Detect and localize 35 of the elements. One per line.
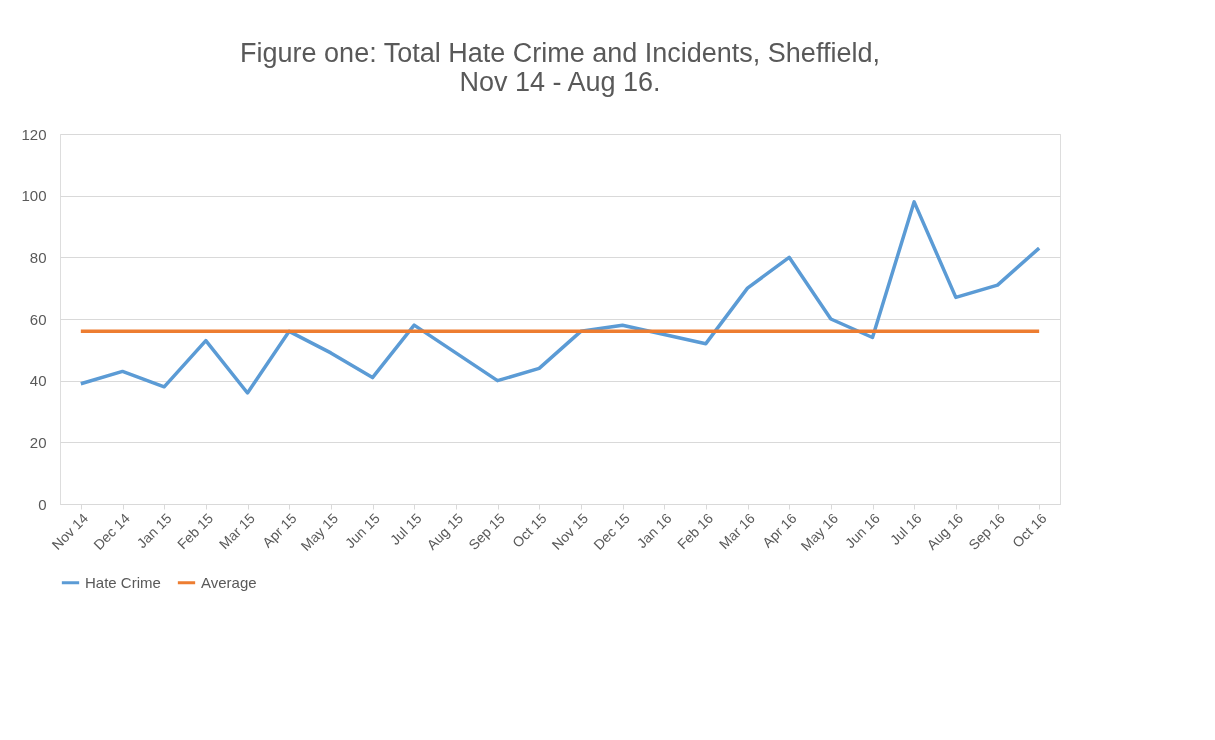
y-tick-label: 60 [29, 310, 47, 328]
x-tick-label: Aug 15 [423, 509, 467, 553]
x-tick-label: Jun 15 [341, 509, 384, 552]
x-tick-label: Feb 15 [174, 509, 217, 553]
x-tick-label: Dec 15 [590, 509, 634, 553]
line-series [79, 200, 1041, 395]
x-tick-label: Apr 15 [259, 509, 300, 551]
x-tick-label: Oct 15 [509, 509, 550, 551]
x-tick-label: Sep 16 [965, 509, 1009, 553]
y-tick-label: 80 [29, 248, 47, 266]
x-tick-label: Dec 14 [90, 509, 134, 553]
x-tick-label: Mar 16 [715, 509, 759, 553]
x-tick-label: Sep 15 [465, 509, 509, 553]
x-tick-label: Jan 16 [633, 509, 675, 552]
x-tick-label: Feb 16 [674, 509, 717, 553]
x-tick-label: Jul 15 [386, 509, 425, 548]
y-tick-label: 20 [29, 433, 47, 451]
x-tick-label: Oct 16 [1009, 509, 1050, 551]
x-tick-label: Jun 16 [841, 509, 884, 552]
x-tick-label: Nov 14 [48, 509, 92, 553]
legend-label: Average [201, 573, 257, 591]
x-tick-label: Mar 15 [215, 509, 259, 553]
y-tick-label: 120 [21, 125, 47, 143]
chart-title: Figure one: Total Hate Crime and Incidents, Sheffield, Nov 14 - Aug 16. [240, 38, 880, 97]
legend-label: Hate Crime [85, 573, 161, 591]
x-tick-label: Apr 16 [759, 509, 800, 551]
x-tick-label: May 16 [797, 509, 842, 554]
x-tick-label: Aug 16 [923, 509, 967, 553]
x-tick-label: May 15 [297, 509, 342, 554]
x-tick-label: Jul 16 [886, 509, 925, 548]
y-tick-label: 0 [38, 495, 47, 513]
x-tick-label: Jan 15 [133, 509, 175, 552]
y-tick-label: 100 [21, 187, 47, 205]
x-tick-label: Nov 15 [548, 509, 592, 553]
y-tick-label: 40 [29, 372, 47, 390]
